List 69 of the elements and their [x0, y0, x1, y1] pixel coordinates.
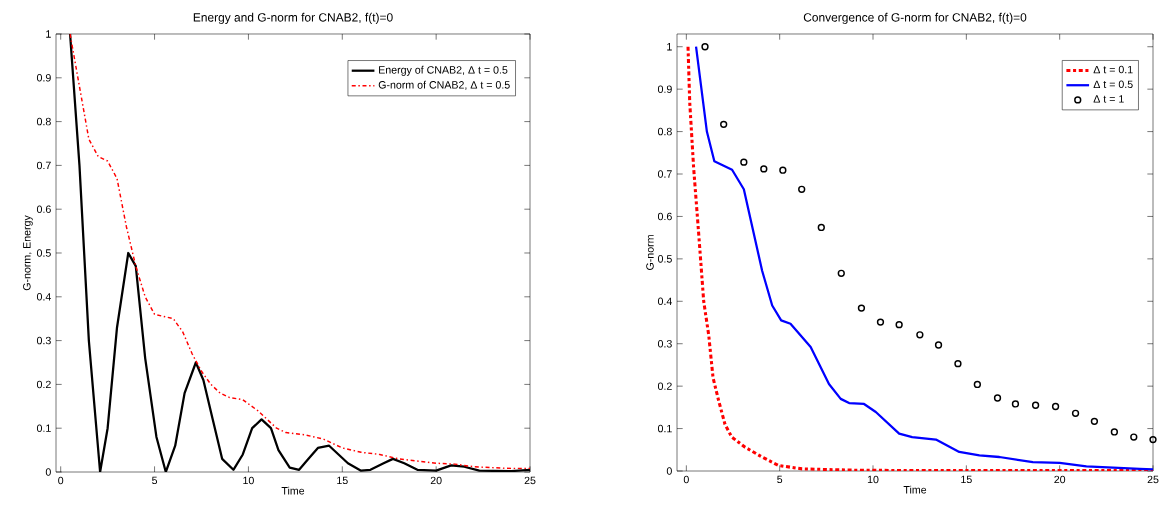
x-tick-label: 25 — [1147, 475, 1159, 484]
y-tick-label: 0.4 — [657, 297, 673, 306]
point — [837, 269, 845, 277]
y-tick-label: 0.5 — [36, 249, 51, 257]
x-tick-label: 15 — [961, 475, 972, 484]
point — [1011, 400, 1020, 408]
y-tick-label: 1 — [46, 30, 51, 38]
point — [701, 43, 709, 51]
point — [1031, 401, 1040, 409]
y-tick-label: 0.3 — [657, 339, 672, 348]
y-tick-label: 0.9 — [36, 74, 51, 82]
y-axis-title: G-norm — [646, 235, 654, 270]
point — [954, 360, 962, 368]
point — [720, 120, 728, 129]
x-tick-label: 0 — [58, 476, 64, 485]
point — [817, 223, 825, 232]
point — [973, 380, 982, 389]
point — [895, 320, 903, 329]
x-axis-title: Time — [281, 486, 305, 495]
y-tick-label: 0.6 — [657, 212, 672, 221]
y-tick-label: 1 — [667, 43, 672, 51]
x-tick-label: 5 — [152, 476, 158, 485]
point — [916, 331, 924, 339]
chart-title: Convergence of G-norm for CNAB2, f(t)=0 — [803, 12, 1027, 24]
point — [760, 165, 768, 173]
y-tick-label: 0.9 — [657, 85, 672, 93]
legend-label: Δ t = 1 — [1093, 95, 1124, 103]
point — [1090, 417, 1099, 426]
y-tick-label: 0.5 — [657, 255, 672, 263]
y-tick-label: 0 — [45, 468, 51, 476]
y-axis-title: G-norm, Energy — [23, 215, 33, 291]
y-tick-label: 0 — [666, 467, 672, 475]
point — [993, 394, 1002, 402]
point — [857, 304, 866, 312]
point — [740, 158, 748, 166]
x-tick-label: 15 — [337, 476, 348, 485]
legend-label: Δ t = 0.5 — [1093, 80, 1133, 89]
point — [1110, 428, 1119, 436]
y-tick-label: 0.8 — [36, 117, 51, 126]
y-tick-label: 0.2 — [36, 380, 51, 389]
chart-title: Energy and G-norm for CNAB2, f(t)=0 — [193, 12, 393, 24]
y-tick-label: 0.8 — [657, 127, 672, 136]
point — [798, 185, 806, 193]
x-axis-title: Time — [903, 485, 927, 494]
x-tick-label: 0 — [683, 475, 689, 484]
legend-label: Energy of CNAB2, Δ t = 0.5 — [379, 65, 508, 76]
x-tick-label: 20 — [430, 476, 442, 485]
y-tick-label: 0.2 — [657, 382, 672, 390]
y-tick-label: 0.7 — [36, 161, 51, 170]
point — [1051, 402, 1060, 411]
x-tick-label: 10 — [867, 475, 879, 484]
point — [876, 318, 885, 326]
y-tick-label: 0.4 — [36, 293, 51, 301]
legend-label: G-norm of CNAB2, Δ t = 0.5 — [378, 80, 510, 90]
point — [1149, 435, 1157, 444]
y-tick-label: 0.3 — [36, 336, 51, 345]
y-tick-label: 0.1 — [36, 424, 51, 432]
point — [1071, 409, 1080, 417]
point — [934, 341, 943, 349]
x-tick-label: 20 — [1054, 475, 1066, 484]
legend-label: Δ t = 0.1 — [1093, 65, 1133, 74]
x-tick-label: 5 — [777, 475, 783, 484]
point — [779, 166, 787, 174]
point — [1130, 433, 1138, 441]
y-tick-label: 0.7 — [657, 170, 672, 178]
y-tick-label: 0.1 — [657, 424, 672, 433]
y-tick-label: 0.6 — [36, 205, 51, 213]
x-tick-label: 10 — [243, 476, 254, 485]
x-tick-label: 25 — [524, 476, 536, 485]
